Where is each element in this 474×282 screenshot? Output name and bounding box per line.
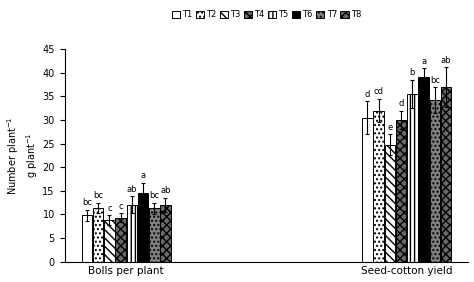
Text: bc: bc	[149, 191, 159, 200]
Text: d: d	[365, 90, 370, 99]
Bar	[149, 208, 160, 262]
Y-axis label: Number plant$^{-1}$
g plant$^{-1}$: Number plant$^{-1}$ g plant$^{-1}$	[6, 116, 39, 195]
Text: a: a	[140, 171, 146, 180]
Text: ab: ab	[441, 56, 451, 65]
Bar	[396, 120, 406, 262]
Bar	[407, 94, 418, 262]
Bar	[429, 100, 440, 262]
Text: ab: ab	[127, 185, 137, 194]
Text: a: a	[421, 57, 426, 66]
Text: e: e	[387, 123, 392, 132]
Bar	[138, 193, 148, 262]
Bar	[384, 144, 395, 262]
Text: bc: bc	[82, 198, 92, 207]
Bar	[104, 220, 115, 262]
Text: bc: bc	[93, 191, 103, 200]
Bar	[374, 111, 384, 262]
Text: ab: ab	[160, 186, 171, 195]
Text: c: c	[118, 202, 123, 211]
Bar	[115, 218, 126, 262]
Bar	[127, 205, 137, 262]
Bar	[362, 118, 373, 262]
Text: d: d	[399, 99, 404, 108]
Text: cd: cd	[374, 87, 383, 96]
Bar	[441, 87, 451, 262]
Bar	[160, 205, 171, 262]
Bar	[82, 215, 92, 262]
Legend: T1, T2, T3, T4, T5, T6, T7, T8: T1, T2, T3, T4, T5, T6, T7, T8	[169, 6, 365, 22]
Bar	[93, 208, 103, 262]
Text: c: c	[107, 204, 112, 213]
Text: bc: bc	[430, 76, 440, 85]
Text: b: b	[410, 69, 415, 78]
Bar	[418, 76, 429, 262]
